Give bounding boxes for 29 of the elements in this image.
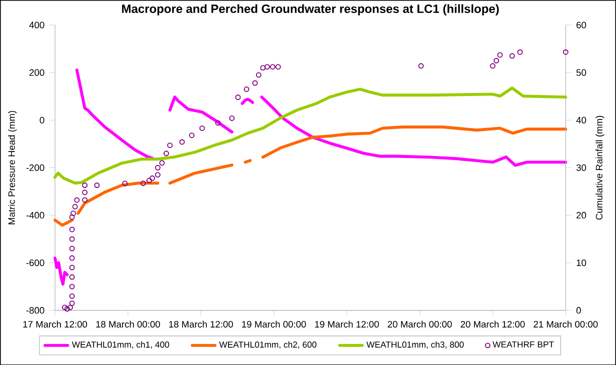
y-tick-label: 200 [30,69,44,76]
y2-tick-label: 30 [576,164,586,171]
y-tick-label: -200 [26,164,44,171]
y2-tick-label: 0 [576,306,581,314]
y-tick-label: 0 [40,116,44,124]
y2-tick-label: 60 [576,22,586,28]
y-tick-label: -400 [26,212,44,218]
y2-tick-label: 20 [576,212,586,218]
chart-title: Macropore and Perched Groundwater responses at LC1 (hillslope) [122,4,499,16]
legend-label: WEATHRF BPT [492,341,554,348]
legend-label: WEATHL01mm, ch1, 400 [72,341,170,349]
x-tick-label: 19 March 00:00 [242,320,306,328]
x-tick-label: 18 March 00:00 [96,320,160,328]
y-tick-label: -600 [26,259,44,266]
x-tick-label: 21 March 00:00 [534,320,598,328]
y2-tick-label: 10 [576,259,586,266]
y-axis-title: Matric Pressure Head (mm) [8,110,17,224]
y-tick-label: 400 [29,22,44,28]
x-tick-label: 19 March 12:00 [315,320,379,328]
y2-tick-label: 50 [576,69,586,76]
y2-axis-title: Cumulative Rainfall (mm) [596,116,604,220]
y-tick-label: -800 [26,306,44,314]
y2-tick-label: 40 [576,116,586,124]
legend-label: WEATHL01mm, ch3, 800 [366,341,464,349]
x-tick-label: 17 March 12:00 [23,320,88,328]
x-tick-label: 18 March 12:00 [169,320,233,328]
x-tick-label: 20 March 12:00 [460,320,525,328]
legend-label: WEATHL01mm, ch2, 600 [219,341,316,349]
x-tick-label: 20 March 00:00 [388,320,452,328]
